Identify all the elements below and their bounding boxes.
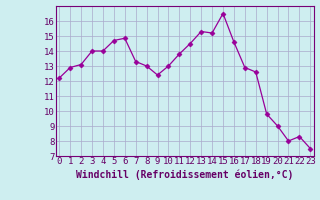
X-axis label: Windchill (Refroidissement éolien,°C): Windchill (Refroidissement éolien,°C) [76,169,293,180]
